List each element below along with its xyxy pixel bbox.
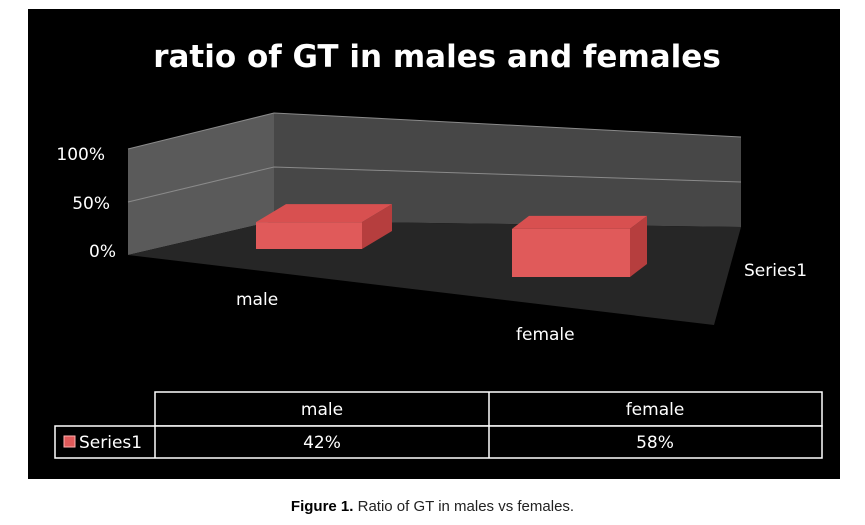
- floor: [128, 221, 741, 325]
- bars: [256, 204, 647, 277]
- gridline-1: [127, 166, 742, 203]
- y-tick-label-0: 0%: [89, 242, 116, 262]
- bar-side-male: [362, 204, 392, 249]
- table-value-female: 58%: [636, 433, 674, 453]
- legend-series-name: Series1: [79, 433, 142, 453]
- data-table: male female Series1 42% 58%: [54, 391, 823, 459]
- legend-key: [63, 435, 76, 448]
- table-value-male: 42%: [303, 433, 341, 453]
- chart-title: ratio of GT in males and females: [153, 39, 721, 75]
- bar-top-female: [512, 215, 647, 229]
- bar-male: [256, 204, 392, 249]
- bar-front-female: [512, 228, 630, 277]
- category-label-female: female: [516, 325, 575, 345]
- caption-text: Ratio of GT in males vs females.: [353, 498, 575, 515]
- bar-side-female: [630, 215, 647, 277]
- figure-caption: Figure 1. Ratio of GT in males vs female…: [0, 498, 865, 515]
- bar-female: [512, 215, 647, 277]
- category-label-male: male: [236, 290, 278, 310]
- caption-label: Figure 1.: [290, 498, 354, 515]
- y-tick-labels: 0% 50% 100%: [56, 145, 116, 262]
- back-wall: [274, 113, 741, 227]
- table-header-male: male: [301, 400, 343, 420]
- y-tick-label-2: 100%: [56, 145, 105, 165]
- chart-svg: 0% 50% 100% ratio of GT in males and fem…: [54, 39, 823, 459]
- gridline-2: [127, 112, 742, 150]
- bar-top-male: [256, 204, 392, 223]
- y-tick-label-1: 50%: [72, 194, 110, 214]
- gridlines: [127, 112, 742, 203]
- series-axis-label: Series1: [744, 261, 807, 281]
- chart-panel: 0% 50% 100% ratio of GT in males and fem…: [28, 9, 840, 479]
- table-data-row: [54, 425, 823, 459]
- bar-front-male: [256, 222, 362, 249]
- table-header-female: female: [626, 400, 685, 420]
